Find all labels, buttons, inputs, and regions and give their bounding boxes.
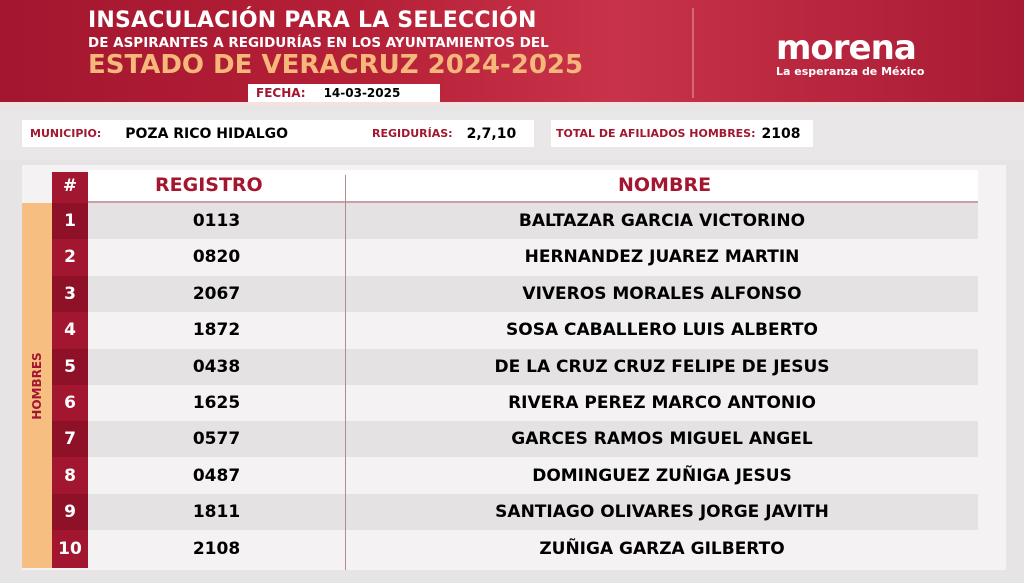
table-row: 7 0577 GARCES RAMOS MIGUEL ANGEL — [52, 421, 978, 458]
table-row: 2 0820 HERNANDEZ JUAREZ MARTIN — [52, 239, 978, 276]
date-value: 14-03-2025 — [323, 86, 401, 100]
row-nombre: RIVERA PEREZ MARCO ANTONIO — [508, 393, 816, 413]
row-number: 8 — [52, 457, 88, 494]
table-row: 6 1625 RIVERA PEREZ MARCO ANTONIO — [52, 385, 978, 421]
date-label: FECHA: — [256, 86, 306, 100]
total-box: TOTAL DE AFILIADOS HOMBRES: 2108 — [551, 120, 813, 147]
row-registro: 0577 — [192, 429, 241, 450]
title-line3: ESTADO DE VERACRUZ 2024-2025 — [88, 50, 584, 80]
morena-logo: morena — [776, 28, 917, 68]
row-nombre: DOMINGUEZ ZUÑIGA JESUS — [532, 465, 792, 486]
table-row: 4 1872 SOSA CABALLERO LUIS ALBERTO — [52, 312, 978, 349]
row-registro: 0487 — [192, 465, 241, 486]
title-line2: DE ASPIRANTES A REGIDURÍAS EN LOS AYUNTA… — [88, 35, 549, 51]
group-label-column: HOMBRES — [22, 203, 52, 568]
header-banner: INSACULACIÓN PARA LA SELECCIÓN DE ASPIRA… — [0, 0, 1024, 106]
row-nombre: SANTIAGO OLIVARES JORGE JAVITH — [495, 502, 829, 523]
row-number: 5 — [52, 348, 88, 385]
table-row: 1 0113 BALTAZAR GARCIA VICTORINO — [52, 203, 978, 239]
row-registro: 0438 — [192, 356, 241, 377]
row-number: 7 — [52, 421, 88, 458]
table-row: 8 0487 DOMINGUEZ ZUÑIGA JESUS — [52, 457, 978, 494]
row-registro: 1811 — [192, 502, 241, 523]
row-number: 9 — [52, 494, 88, 531]
row-registro: 0820 — [192, 247, 241, 268]
municipio-label: MUNICIPIO: — [30, 127, 102, 140]
title-line1: INSACULACIÓN PARA LA SELECCIÓN — [88, 8, 537, 33]
col-header-registro: REGISTRO — [155, 174, 263, 196]
row-number: 2 — [52, 239, 88, 276]
row-nombre: DE LA CRUZ CRUZ FELIPE DE JESUS — [494, 356, 830, 377]
row-nombre: GARCES RAMOS MIGUEL ANGEL — [511, 429, 813, 450]
logo-tagline: La esperanza de México — [776, 65, 925, 78]
column-divider — [345, 175, 346, 570]
regidurias-box: REGIDURÍAS: 2,7,10 — [366, 120, 534, 147]
total-value: 2108 — [761, 125, 801, 142]
group-label: HOMBRES — [30, 351, 44, 420]
row-number: 10 — [52, 530, 88, 567]
row-number: 4 — [52, 312, 88, 349]
regidurias-value: 2,7,10 — [466, 125, 517, 142]
row-number: 3 — [52, 275, 88, 312]
row-number: 6 — [52, 385, 88, 421]
table-row: 5 0438 DE LA CRUZ CRUZ FELIPE DE JESUS — [52, 348, 978, 385]
row-nombre: HERNANDEZ JUAREZ MARTIN — [524, 247, 800, 268]
table-row: 10 2108 ZUÑIGA GARZA GILBERTO — [52, 530, 978, 567]
total-label: TOTAL DE AFILIADOS HOMBRES: — [556, 127, 756, 140]
row-registro: 1625 — [192, 393, 241, 413]
row-nombre: SOSA CABALLERO LUIS ALBERTO — [506, 320, 818, 341]
table-row: 3 2067 VIVEROS MORALES ALFONSO — [52, 275, 978, 312]
col-header-nombre: NOMBRE — [618, 174, 712, 196]
row-registro: 0113 — [192, 211, 241, 231]
regidurias-label: REGIDURÍAS: — [372, 127, 453, 140]
table-header: REGISTRO NOMBRE — [88, 170, 978, 203]
row-registro: 2067 — [192, 283, 241, 304]
date-box: FECHA: 14-03-2025 — [248, 84, 440, 102]
row-registro: 2108 — [192, 538, 241, 559]
row-nombre: VIVEROS MORALES ALFONSO — [522, 283, 802, 304]
table-row: 9 1811 SANTIAGO OLIVARES JORGE JAVITH — [52, 494, 978, 531]
row-nombre: BALTAZAR GARCIA VICTORINO — [518, 211, 806, 231]
col-header-num: # — [62, 176, 78, 196]
divider — [692, 8, 694, 98]
row-registro: 1872 — [192, 320, 241, 341]
municipio-box: MUNICIPIO: POZA RICO HIDALGO — [22, 120, 366, 147]
municipio-value: POZA RICO HIDALGO — [125, 125, 289, 142]
row-number: 1 — [52, 203, 88, 239]
row-nombre: ZUÑIGA GARZA GILBERTO — [539, 538, 785, 559]
